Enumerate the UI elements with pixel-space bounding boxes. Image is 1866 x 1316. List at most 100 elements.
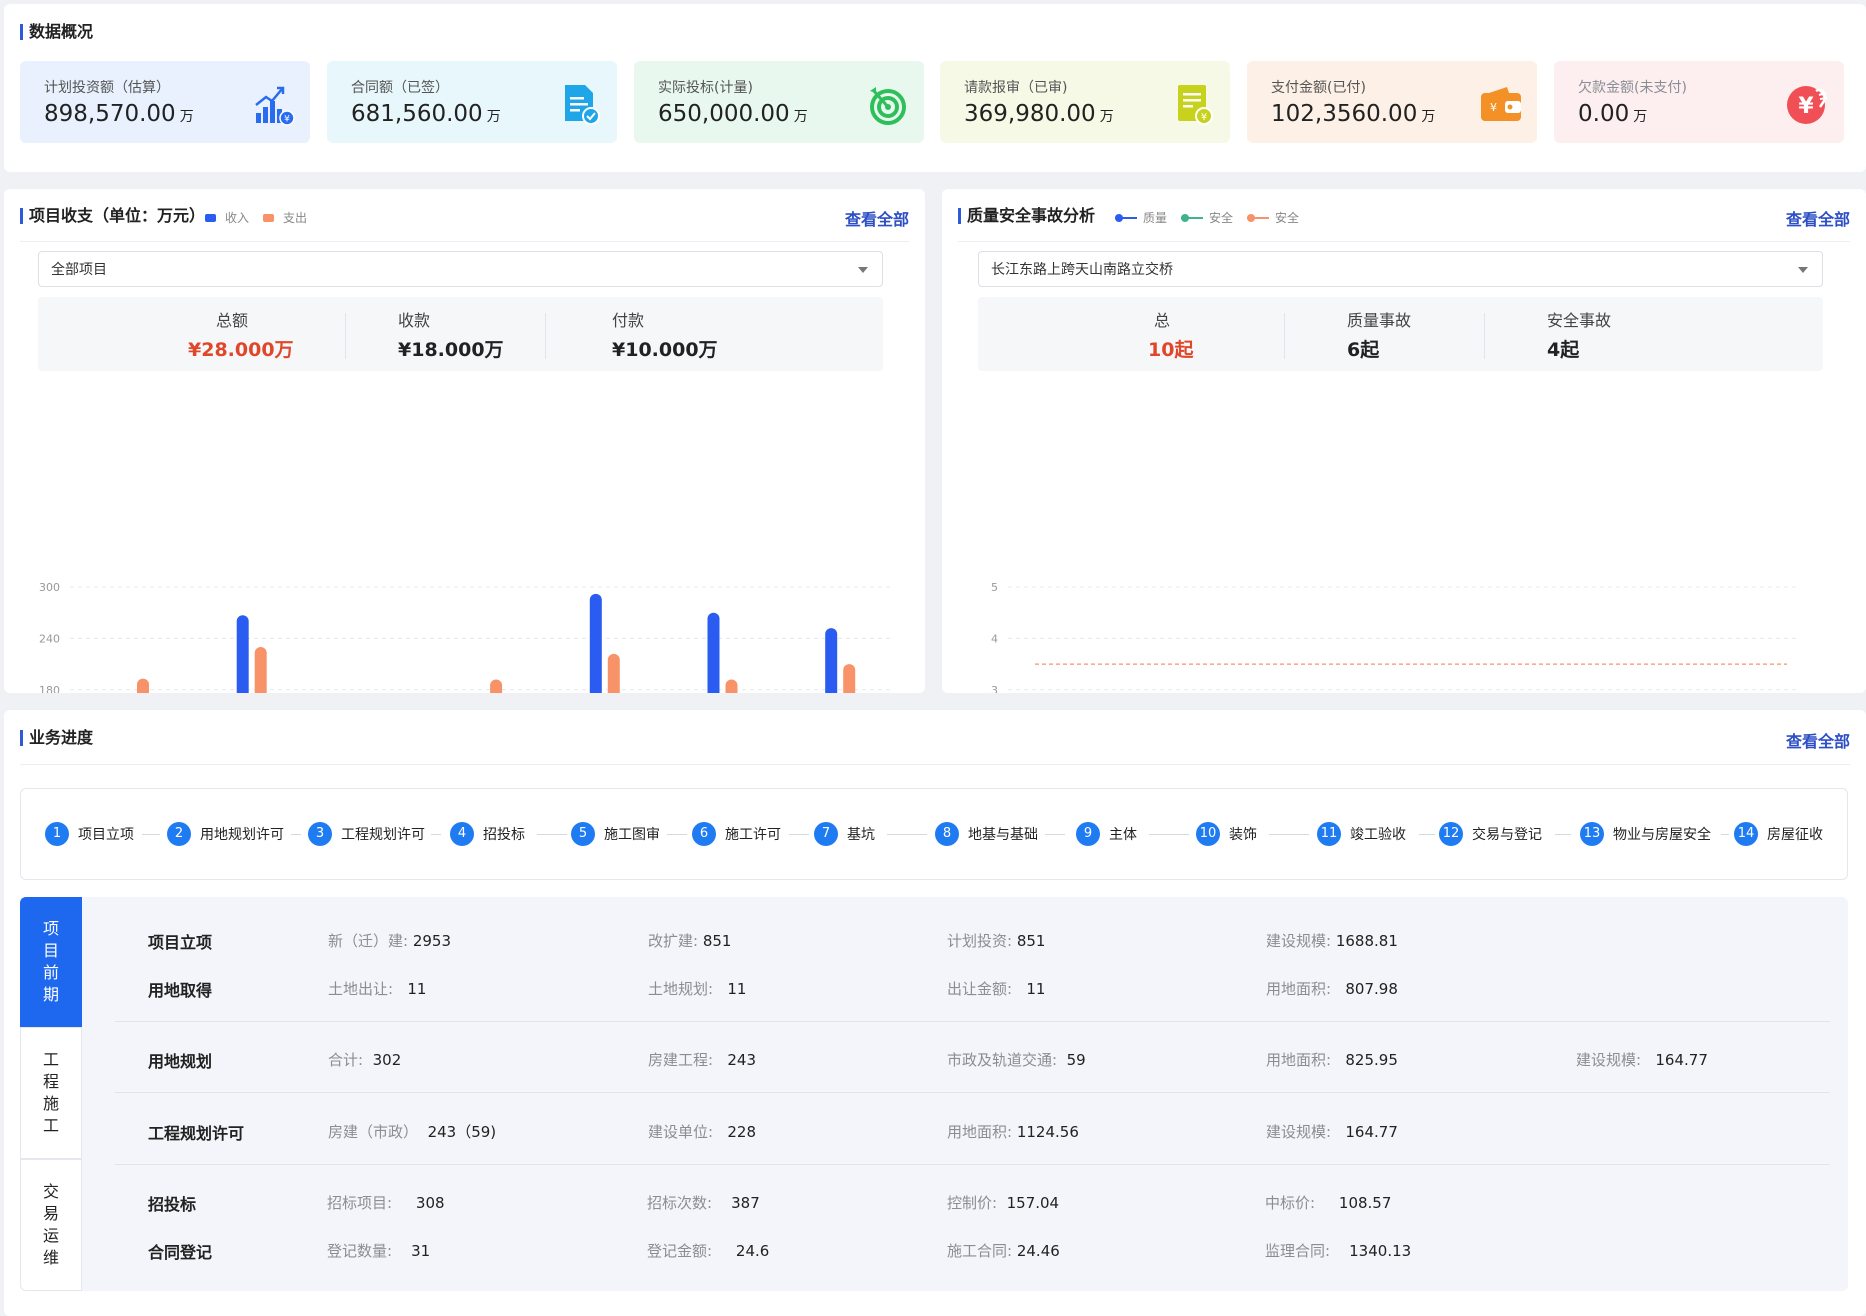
quality-panel: 质量安全事故分析 质量 安全 安全 查看全部 长江东路上跨天山南路立交桥 总 1…: [942, 189, 1866, 693]
stat-card-actual-bid[interactable]: 实际投标(计量) 650,000.00 万: [634, 61, 924, 143]
bridge-project-select[interactable]: 长江东路上跨天山南路立交桥: [978, 251, 1823, 287]
step-label: 装饰: [1229, 827, 1257, 843]
step-connector: [142, 834, 160, 835]
step-connector: [1555, 834, 1571, 835]
y-tick-label: 180: [39, 684, 60, 693]
divider: [545, 313, 546, 359]
step-connector: [537, 834, 567, 835]
quality-summary: 总 10起 质量事故 6起 安全事故 4起: [978, 297, 1823, 371]
y-tick-label: 3: [991, 684, 998, 693]
summary-paid: 付款 ¥10.000万: [612, 297, 762, 371]
y-tick-label: 240: [39, 632, 60, 645]
data-cell: 招标次数: 387: [647, 1194, 760, 1212]
step-3[interactable]: 3 工程规划许可: [308, 822, 425, 846]
summary-label: 付款: [612, 311, 645, 330]
revenue-title: 项目收支（单位：万元）: [20, 206, 205, 226]
svg-text:¥: ¥: [284, 115, 290, 125]
stat-value: 650,000.00 万: [658, 101, 808, 127]
overview-panel: 数据概况 计划投资额（估算） 898,570.00 万 ¥ 合同额（已签） 681…: [4, 4, 1866, 172]
step-number: 4: [450, 822, 474, 846]
step-number: 6: [692, 822, 716, 846]
legend-expense[interactable]: 支出: [263, 209, 307, 226]
quality-view-all-link[interactable]: 查看全部: [1785, 210, 1850, 229]
step-2[interactable]: 2 用地规划许可: [167, 822, 284, 846]
stat-card-paid-amount[interactable]: 支付金额(已付) 102,3560.00 万 ¥: [1247, 61, 1537, 143]
legend-swatch: [263, 213, 275, 222]
stat-card-planned-investment[interactable]: 计划投资额（估算） 898,570.00 万 ¥: [20, 61, 310, 143]
step-connector: [789, 834, 809, 835]
chevron-down-icon: [1798, 267, 1808, 273]
step-14[interactable]: 14 房屋征收: [1734, 822, 1823, 846]
step-label: 基坑: [847, 827, 875, 843]
summary-label: 总: [1154, 311, 1171, 330]
progress-title: 业务进度: [20, 728, 93, 748]
row-divider: [115, 1164, 1830, 1165]
data-cell: 中标价: 108.57: [1265, 1194, 1392, 1212]
tab-project-preparation[interactable]: 项目前期: [20, 897, 82, 1027]
step-label: 招投标: [483, 827, 525, 843]
step-13[interactable]: 13 物业与房屋安全: [1580, 822, 1711, 846]
data-cell: 用地面积: 807.98: [1266, 980, 1398, 998]
step-number: 8: [935, 822, 959, 846]
summary-label: 安全事故: [1547, 311, 1612, 330]
data-cell: 登记数量: 31: [327, 1242, 431, 1260]
progress-view-all-link[interactable]: 查看全部: [1785, 732, 1850, 751]
step-11[interactable]: 11 竣工验收: [1317, 822, 1406, 846]
legend-swatch: [1115, 213, 1137, 222]
data-cell: 改扩建: 851: [648, 932, 732, 950]
row-label: 项目立项: [148, 933, 213, 952]
data-cell: 建设规模: 164.77: [1576, 1051, 1708, 1069]
step-connector: [1721, 834, 1729, 835]
step-7[interactable]: 7 基坑: [814, 822, 875, 846]
stat-card-contract-amount[interactable]: 合同额（已签） 681,560.00 万: [327, 61, 617, 143]
y-tick-label: 5: [991, 581, 998, 594]
step-9[interactable]: 9 主体: [1076, 822, 1137, 846]
progress-table: 项目前期 工程施工 交易运维 项目立项 新（迁）建: 2953 改扩建: 851…: [20, 897, 1848, 1291]
step-4[interactable]: 4 招投标: [450, 822, 525, 846]
step-number: 5: [571, 822, 595, 846]
step-label: 竣工验收: [1350, 827, 1406, 843]
stat-card-arrears-amount[interactable]: 欠款金额(未支付) 0.00 万 ¥: [1554, 61, 1844, 143]
project-select[interactable]: 全部项目: [38, 251, 883, 287]
incident-line-chart: 012345六月七月八月九月十月十一月十二月: [991, 581, 1797, 693]
revenue-view-all-link[interactable]: 查看全部: [844, 210, 909, 229]
bar-expense: [490, 679, 503, 693]
stat-card-payment-request[interactable]: 请款报审（已审) 369,980.00 万 ¥: [940, 61, 1230, 143]
bar-expense: [843, 664, 856, 693]
stat-label: 计划投资额（估算）: [44, 80, 170, 96]
data-cell: 招标项目: 308: [327, 1194, 445, 1212]
step-6[interactable]: 6 施工许可: [692, 822, 781, 846]
summary-label: 收款: [398, 311, 431, 330]
divider: [345, 313, 346, 359]
y-tick-label: 4: [991, 632, 998, 645]
quality-title: 质量安全事故分析: [958, 206, 1095, 226]
legend-income[interactable]: 收入: [205, 209, 249, 226]
data-cell: 用地面积: 1124.56: [947, 1123, 1079, 1141]
tab-trade-operation[interactable]: 交易运维: [20, 1159, 82, 1291]
revenue-legend: 收入 支出: [205, 209, 321, 226]
step-12[interactable]: 12 交易与登记: [1439, 822, 1542, 846]
divider: [20, 764, 1850, 765]
summary-value: 10起: [1148, 339, 1194, 361]
tab-construction[interactable]: 工程施工: [20, 1027, 82, 1159]
legend-swatch: [205, 213, 216, 222]
step-10[interactable]: 10 装饰: [1196, 822, 1257, 846]
step-number: 7: [814, 822, 838, 846]
divider: [1484, 313, 1485, 359]
stat-label: 欠款金额(未支付): [1578, 80, 1687, 96]
legend-safety-threshold[interactable]: 安全: [1247, 209, 1299, 226]
legend-quality[interactable]: 质量: [1115, 209, 1167, 226]
svg-text:¥: ¥: [1490, 101, 1497, 114]
step-label: 施工图审: [604, 827, 660, 843]
contract-document-icon: [565, 85, 600, 125]
data-cell: 建设单位: 228: [648, 1123, 757, 1141]
legend-safety[interactable]: 安全: [1181, 209, 1233, 226]
step-1[interactable]: 1 项目立项: [45, 822, 134, 846]
summary-label: 质量事故: [1347, 311, 1412, 330]
stat-label: 请款报审（已审): [964, 80, 1068, 96]
summary-value: 6起: [1347, 339, 1380, 361]
row-label: 合同登记: [148, 1243, 213, 1262]
step-5[interactable]: 5 施工图审: [571, 822, 660, 846]
data-cell: 控制价: 157.04: [947, 1194, 1060, 1212]
step-8[interactable]: 8 地基与基础: [935, 822, 1038, 846]
